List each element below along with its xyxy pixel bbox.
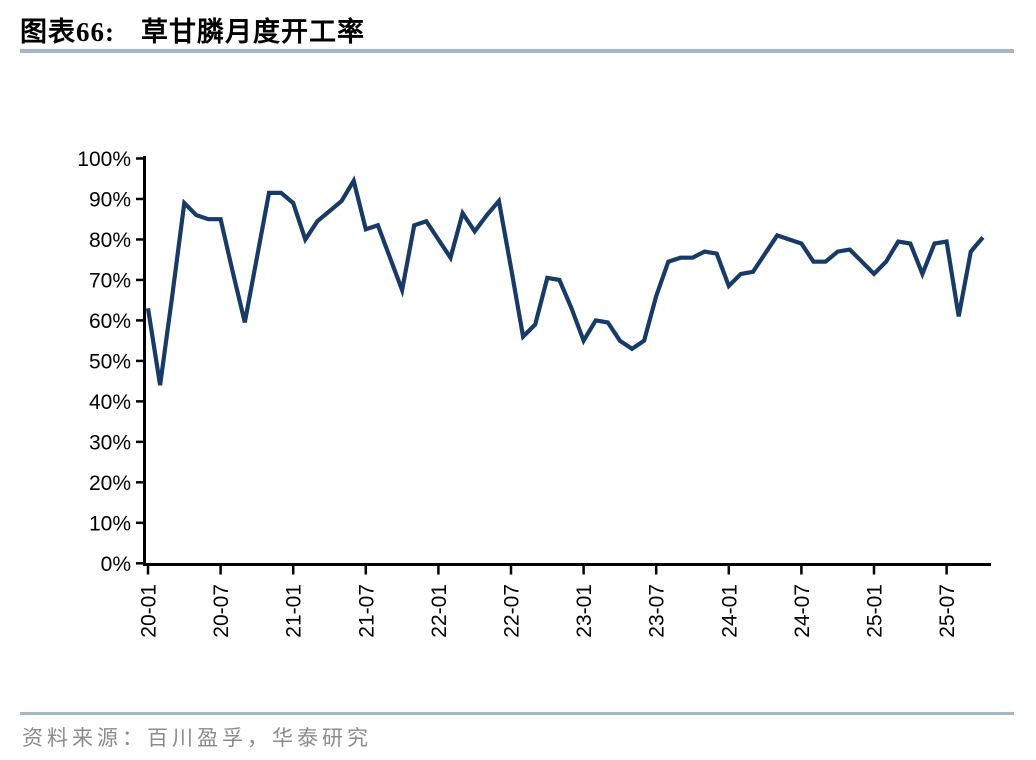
x-axis-label: 24-07 bbox=[791, 584, 814, 638]
x-axis-label: 21-07 bbox=[355, 584, 378, 638]
chart-title-prefix: 图表66: bbox=[20, 17, 115, 47]
x-axis-label: 20-07 bbox=[210, 584, 233, 638]
chart-title-text: 草甘膦月度开工率 bbox=[141, 17, 365, 47]
x-axis-label: 24-01 bbox=[718, 584, 741, 638]
source-text: 资料来源：百川盈孚，华泰研究 bbox=[22, 726, 372, 750]
y-axis-label: 100% bbox=[77, 148, 131, 171]
chart-title: 图表66: 草甘膦月度开工率 bbox=[20, 10, 365, 49]
x-axis-label: 20-01 bbox=[138, 584, 161, 638]
y-axis-label: 50% bbox=[89, 350, 131, 373]
y-axis-label: 20% bbox=[89, 472, 131, 495]
x-axis-label: 25-01 bbox=[864, 584, 887, 638]
y-axis-label: 10% bbox=[89, 512, 131, 535]
y-axis-label: 70% bbox=[89, 269, 131, 292]
y-axis-label: 60% bbox=[89, 310, 131, 333]
x-axis-label: 21-01 bbox=[283, 584, 306, 638]
y-axis-label: 40% bbox=[89, 391, 131, 414]
footer-divider bbox=[20, 712, 1014, 715]
title-underline bbox=[20, 49, 1014, 53]
y-axis-label: 0% bbox=[101, 553, 131, 576]
x-axis-label: 22-01 bbox=[428, 584, 451, 638]
chart-line bbox=[145, 175, 985, 386]
y-axis-label: 30% bbox=[89, 431, 131, 454]
x-axis-label: 22-07 bbox=[501, 584, 524, 638]
y-axis-label: 90% bbox=[89, 188, 131, 211]
x-axis-label: 25-07 bbox=[936, 584, 959, 638]
y-axis-label: 80% bbox=[89, 229, 131, 252]
x-axis-label: 23-01 bbox=[573, 584, 596, 638]
x-axis-label: 23-07 bbox=[646, 584, 669, 638]
